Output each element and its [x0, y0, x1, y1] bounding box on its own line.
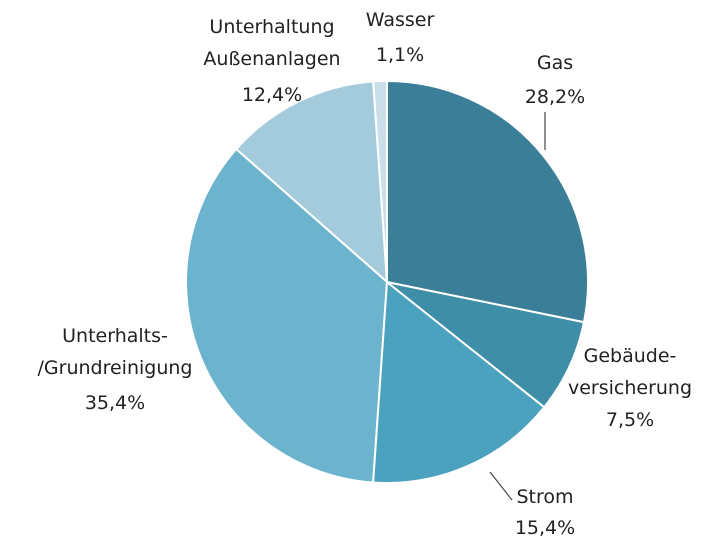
value-label: 15,4% — [514, 517, 576, 539]
slice-label: Gas — [536, 52, 574, 74]
value-label: 1,1% — [375, 44, 425, 66]
value-label: 28,2% — [524, 86, 586, 108]
value-label: 35,4% — [84, 392, 146, 414]
pie-slice — [234, 80, 389, 285]
slice-label: Unterhaltung Außenanlagen — [203, 16, 341, 70]
pie-slice — [386, 281, 586, 409]
leader-line — [489, 471, 513, 501]
slice-label: Gebäude- versicherung — [567, 345, 693, 399]
slice-label: Wasser — [365, 9, 435, 31]
pie-slice — [185, 147, 389, 484]
slice-label: Strom — [516, 486, 574, 508]
value-label: 12,4% — [241, 84, 303, 106]
slice-label: Unterhalts- /Grundreinigung — [37, 325, 193, 379]
pie-slice — [386, 79, 589, 324]
pie-slice — [372, 280, 546, 484]
value-label: 7,5% — [605, 409, 655, 431]
